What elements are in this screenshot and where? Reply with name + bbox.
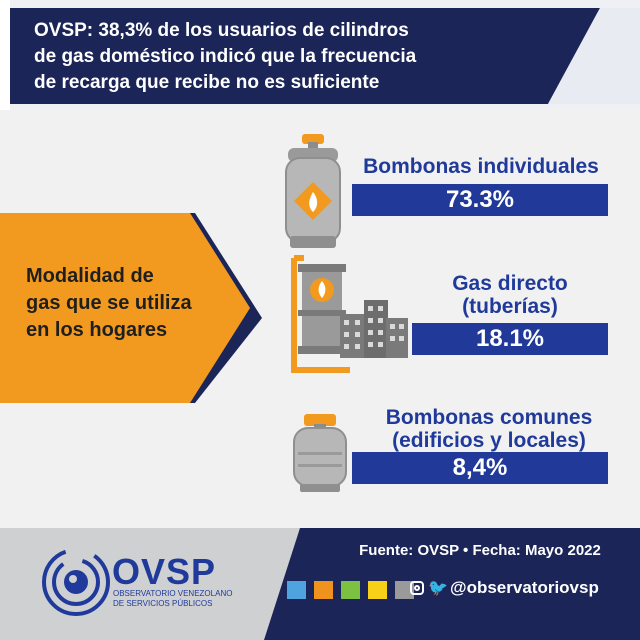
value-box-common: 8,4%: [352, 452, 608, 484]
side-arrow-panel: [0, 213, 262, 403]
logo-subtitle-1: OBSERVATORIO VENEZOLANO: [113, 589, 233, 598]
footer-shape: [264, 528, 640, 640]
side-label-line-1: Modalidad de: [26, 265, 154, 287]
value-box-direct: 18.1%: [412, 323, 608, 355]
title-line-3: de recarga que recibe no es suficiente: [34, 72, 380, 93]
value-common: 8,4%: [452, 454, 508, 481]
header-shape: [0, 0, 640, 110]
color-square-yellow: [368, 581, 387, 599]
color-square-green: [341, 581, 360, 599]
gas-cylinder-icon: [285, 134, 341, 248]
source-date: Fuente: OVSP • Fecha: Mayo 2022: [359, 542, 601, 559]
value-direct: 18.1%: [475, 325, 545, 352]
logo-text: OVSP: [112, 551, 217, 592]
twitter-icon: 🐦: [428, 580, 448, 597]
side-label-line-2: gas que se utiliza: [26, 292, 192, 314]
category-title-individual: Bombonas individuales: [363, 155, 599, 178]
color-square-orange: [314, 581, 333, 599]
title-line-2: de gas doméstico indicó que la frecuenci…: [34, 46, 417, 67]
large-gas-tank-icon: [293, 414, 347, 492]
gas-pipeline-buildings-icon: [291, 255, 408, 373]
value-individual: 73.3%: [445, 186, 515, 213]
color-square-gray: [395, 581, 414, 599]
title-line-1: OVSP: 38,3% de los usuarios de cilindros: [34, 20, 409, 41]
eye-logo-icon: [42, 548, 110, 616]
logo-subtitle-2: DE SERVICIOS PÚBLICOS: [113, 599, 213, 608]
category-title-common: Bombonas comunes (edificios y locales): [385, 406, 593, 452]
category-title-direct: Gas directo (tuberías): [452, 272, 568, 318]
instagram-icon: [410, 581, 424, 595]
page-title: OVSP: 38,3% de los usuarios de cilindros…: [34, 18, 544, 96]
social-handle: @observatoriovsp: [450, 578, 599, 597]
side-label: Modalidad de gas que se utiliza en los h…: [26, 263, 216, 344]
value-box-individual: 73.3%: [352, 184, 608, 216]
color-square-blue: [287, 581, 306, 599]
ovsp-logo-mark: [40, 546, 112, 623]
side-label-line-3: en los hogares: [26, 319, 168, 341]
